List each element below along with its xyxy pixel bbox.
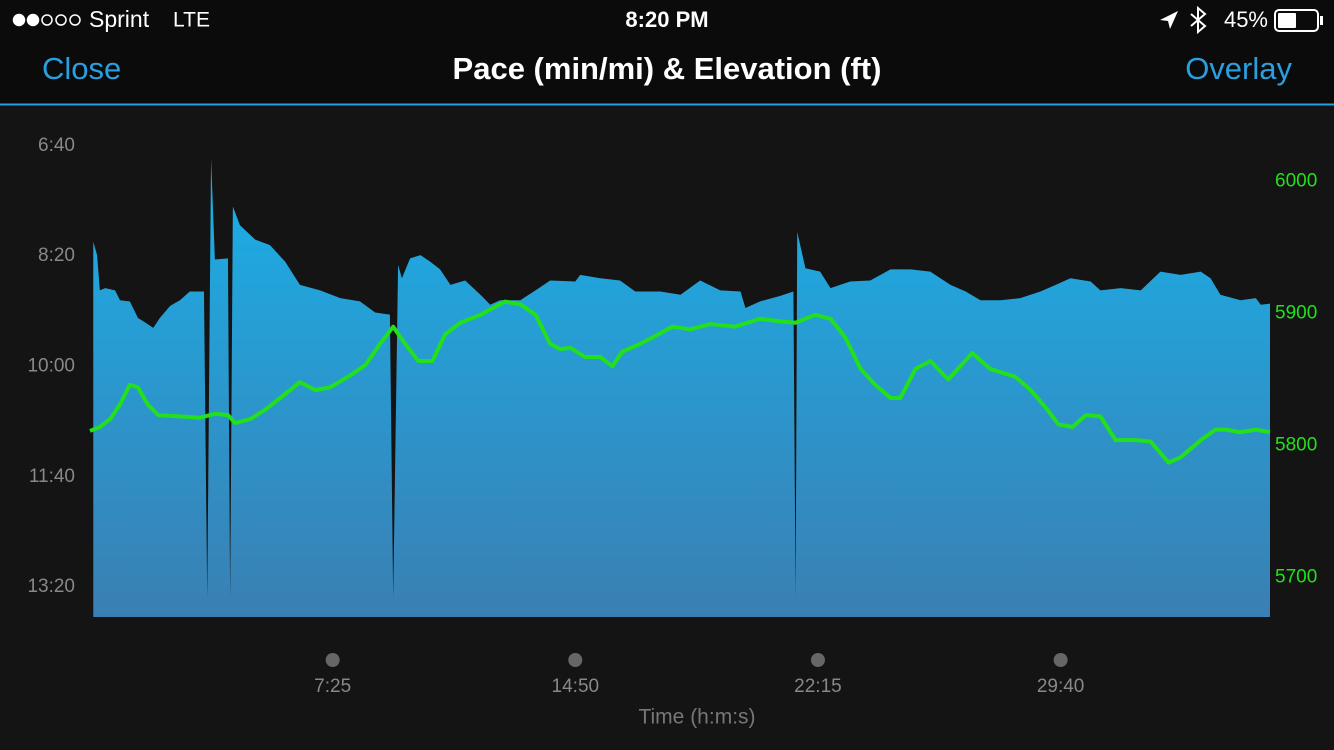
battery-icon	[1274, 9, 1323, 32]
x-tick-label: 7:25	[314, 676, 351, 697]
x-tick-dot	[1053, 653, 1068, 667]
y-tick-label: 6:40	[38, 135, 75, 156]
y-tick-label: 13:20	[27, 576, 75, 597]
bluetooth-icon	[1190, 5, 1207, 35]
y2-tick-label: 5900	[1275, 303, 1317, 324]
x-axis-label: Time (h:m:s)	[638, 706, 755, 729]
location-icon	[1160, 11, 1178, 29]
header-bg	[0, 0, 1334, 104]
battery-percent: 45%	[1224, 7, 1268, 32]
y-tick-label: 10:00	[27, 356, 75, 377]
signal-dots	[12, 13, 81, 27]
pace-area	[93, 157, 1270, 617]
carrier: Sprint	[89, 6, 150, 32]
x-tick-dot	[325, 653, 340, 667]
overlay-button[interactable]: Overlay	[1185, 51, 1292, 86]
x-tick-dot	[810, 653, 825, 667]
close-button[interactable]: Close	[42, 51, 121, 86]
y-tick-label: 11:40	[29, 466, 75, 487]
x-tick-label: 14:50	[552, 676, 600, 697]
x-tick-label: 22:15	[794, 676, 842, 697]
network: LTE	[173, 9, 210, 32]
elevation-line	[89, 299, 1271, 465]
x-tick-label: 29:40	[1037, 676, 1085, 697]
y2-tick-label: 5800	[1275, 434, 1317, 455]
y2-tick-label: 5700	[1275, 566, 1317, 587]
x-tick-dot	[568, 653, 583, 667]
y-tick-label: 8:20	[38, 245, 75, 266]
y2-tick-label: 6000	[1275, 171, 1317, 192]
clock: 8:20 PM	[625, 7, 708, 32]
nav-title: Pace (min/mi) & Elevation (ft)	[453, 51, 882, 86]
